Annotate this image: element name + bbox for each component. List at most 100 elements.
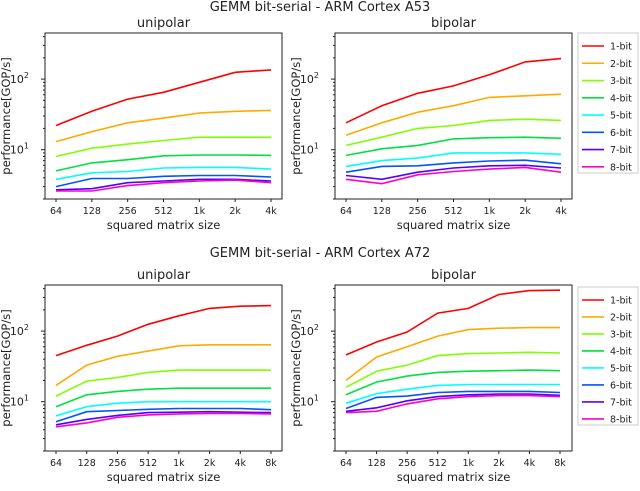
x-tick-label: 64 <box>340 458 352 469</box>
series-line-1-bit <box>55 69 272 127</box>
series-line-3-bit <box>55 369 271 397</box>
legend-label: 4-bit <box>610 346 632 357</box>
y-tick-label: 102 <box>300 323 319 338</box>
legend-label: 3-bit <box>610 76 632 87</box>
y-tick-label: 101 <box>300 394 319 409</box>
y-tick-label: 101 <box>10 394 29 409</box>
x-tick-label: 4k <box>235 458 247 469</box>
series-line-5-bit <box>55 400 271 417</box>
x-tick-label: 64 <box>50 206 62 217</box>
y-tick-exponent: 2 <box>24 323 29 332</box>
x-tick-label: 512 <box>429 458 447 469</box>
series-line-4-bit <box>55 154 272 172</box>
subplot-title: unipolar <box>137 16 191 31</box>
y-tick-base: 10 <box>10 73 24 86</box>
x-axis-label: squared matrix size <box>397 470 511 484</box>
y-tick-base: 10 <box>10 325 24 338</box>
legend-label: 7-bit <box>610 397 632 408</box>
legend: 1-bit 2-bit 3-bit 4-bit 5-bit 6-bit 7-bit 8-bit <box>577 286 639 426</box>
figure-title-a53: GEMM bit-serial - ARM Cortex A53 <box>210 0 431 15</box>
series-line-1-bit <box>345 289 561 356</box>
legend: 1-bit 2-bit 3-bit 4-bit 5-bit 6-bit 7-bit 8-bit <box>577 32 639 174</box>
series-line-6-bit <box>55 407 272 423</box>
y-tick-exponent: 2 <box>314 71 319 80</box>
y-axis-label: performance[GOP/s] <box>289 309 303 426</box>
x-tick-label: 512 <box>154 206 172 217</box>
y-tick-base: 10 <box>300 325 314 338</box>
y-tick-base: 10 <box>300 396 314 409</box>
figure-title-a72: GEMM bit-serial - ARM Cortex A72 <box>210 246 431 261</box>
series-line-3-bit <box>345 351 561 389</box>
x-tick-label: 128 <box>368 458 386 469</box>
series-line-4-bit <box>345 136 562 157</box>
y-tick-exponent: 1 <box>314 394 319 403</box>
series-line-6-bit <box>345 159 562 173</box>
series-line-2-bit <box>345 326 560 382</box>
legend-label: 7-bit <box>610 145 632 156</box>
legend-label: 1-bit <box>610 42 632 53</box>
series-line-6-bit <box>345 390 561 410</box>
x-tick-label: 2k <box>493 458 505 469</box>
x-tick-label: 512 <box>444 206 462 217</box>
y-tick-base: 10 <box>10 144 24 157</box>
subplot-title: bipolar <box>431 268 477 283</box>
legend-label: 1-bit <box>610 296 632 307</box>
y-axis-label: performance[GOP/s] <box>0 57 13 174</box>
x-axis-label: squared matrix size <box>107 218 221 232</box>
y-tick-label: 101 <box>10 142 29 157</box>
series-line-5-bit <box>345 152 562 168</box>
legend-label: 5-bit <box>610 363 632 374</box>
x-tick-label: 1k <box>463 458 475 469</box>
legend-label: 4-bit <box>610 93 632 104</box>
series-line-3-bit <box>55 136 271 158</box>
series-line-8-bit <box>55 412 272 428</box>
series-line-5-bit <box>345 383 560 404</box>
legend-label: 8-bit <box>610 414 632 425</box>
y-axis-label: performance[GOP/s] <box>289 57 303 174</box>
legend-label: 8-bit <box>610 162 632 173</box>
series-line-4-bit <box>345 369 561 396</box>
legend-label: 6-bit <box>610 380 632 391</box>
legend-label: 2-bit <box>610 312 632 323</box>
y-axis-label: performance[GOP/s] <box>0 309 13 426</box>
x-tick-label: 128 <box>373 206 391 217</box>
series-line-4-bit <box>55 387 271 408</box>
series-line-6-bit <box>55 174 272 188</box>
x-tick-label: 4k <box>524 458 536 469</box>
x-axis-label: squared matrix size <box>107 470 221 484</box>
x-tick-label: 64 <box>340 206 352 217</box>
y-tick-exponent: 2 <box>24 71 29 80</box>
y-tick-exponent: 1 <box>314 142 319 151</box>
subplot-title: bipolar <box>431 16 477 31</box>
series-line-8-bit <box>345 394 561 414</box>
series-line-7-bit <box>345 164 562 181</box>
series-line-8-bit <box>345 166 562 185</box>
legend-label: 3-bit <box>610 329 632 340</box>
x-tick-label: 8k <box>265 458 277 469</box>
y-tick-label: 102 <box>10 323 29 338</box>
legend-label: 2-bit <box>610 59 632 70</box>
y-tick-label: 101 <box>300 142 319 157</box>
series-line-5-bit <box>55 166 272 181</box>
x-tick-label: 256 <box>108 458 126 469</box>
x-tick-label: 128 <box>78 458 96 469</box>
x-tick-label: 1k <box>484 206 496 217</box>
y-tick-base: 10 <box>300 144 314 157</box>
y-tick-label: 102 <box>300 71 319 86</box>
legend-label: 6-bit <box>610 128 632 139</box>
x-tick-label: 256 <box>119 206 137 217</box>
y-tick-exponent: 2 <box>314 323 319 332</box>
x-tick-label: 1k <box>194 206 206 217</box>
legend-label: 5-bit <box>610 111 632 122</box>
axes-frame <box>334 32 573 200</box>
y-tick-label: 102 <box>10 71 29 86</box>
series-line-8-bit <box>56 179 272 192</box>
y-tick-base: 10 <box>300 73 314 86</box>
x-tick-label: 1k <box>173 458 185 469</box>
x-tick-label: 4k <box>265 206 277 217</box>
series-line-2-bit <box>55 109 272 143</box>
